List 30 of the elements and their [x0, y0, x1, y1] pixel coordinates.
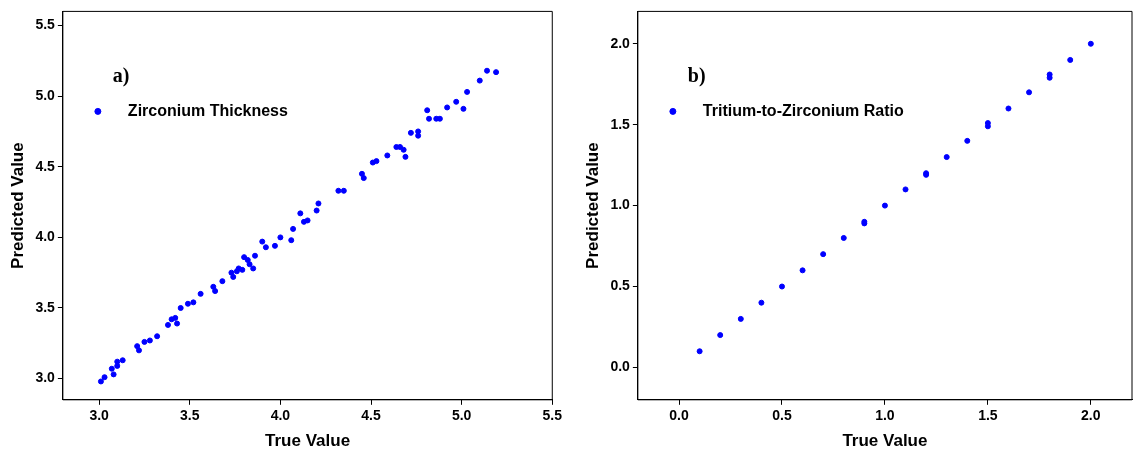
- legend-label: Tritium-to-Zirconium Ratio: [702, 101, 904, 119]
- annotation: b): [687, 63, 706, 87]
- x-tick-label: 1.5: [978, 407, 998, 424]
- x-tick-label: 3.5: [180, 407, 200, 424]
- x-tick-label: 5.5: [542, 407, 563, 424]
- x-tick-label: 4.0: [270, 407, 291, 424]
- x-tick-label: 3.0: [89, 407, 110, 424]
- y-axis-title: Predicted Value: [7, 142, 27, 269]
- y-tick-label: 4.0: [35, 228, 56, 245]
- x-tick-label: 5.0: [451, 407, 472, 424]
- x-tick-label: 4.5: [361, 407, 381, 424]
- x-tick-label: 0.0: [669, 407, 689, 424]
- y-tick-label: 1.5: [610, 115, 631, 132]
- y-tick-label: 4.5: [35, 157, 56, 174]
- y-axis-title: Predicted Value: [582, 142, 602, 269]
- x-axis-title: True Value: [265, 431, 351, 451]
- y-tick-label: 0.0: [610, 358, 631, 375]
- y-tick-label: 3.0: [35, 369, 56, 386]
- x-tick-label: 0.5: [772, 407, 792, 424]
- y-tick-label: 5.5: [35, 16, 56, 33]
- annotation: a): [112, 63, 130, 87]
- y-tick-label: 2.0: [610, 34, 631, 51]
- y-tick-label: 5.0: [35, 87, 56, 103]
- y-tick-label: 3.5: [35, 298, 56, 315]
- y-tick-label: 0.5: [610, 277, 631, 294]
- legend-label: Zirconium Thickness: [127, 101, 288, 119]
- x-tick-label: 1.0: [875, 407, 895, 424]
- x-axis-title: True Value: [842, 431, 928, 451]
- x-tick-label: 2.0: [1081, 407, 1101, 424]
- y-tick-label: 1.0: [610, 196, 631, 213]
